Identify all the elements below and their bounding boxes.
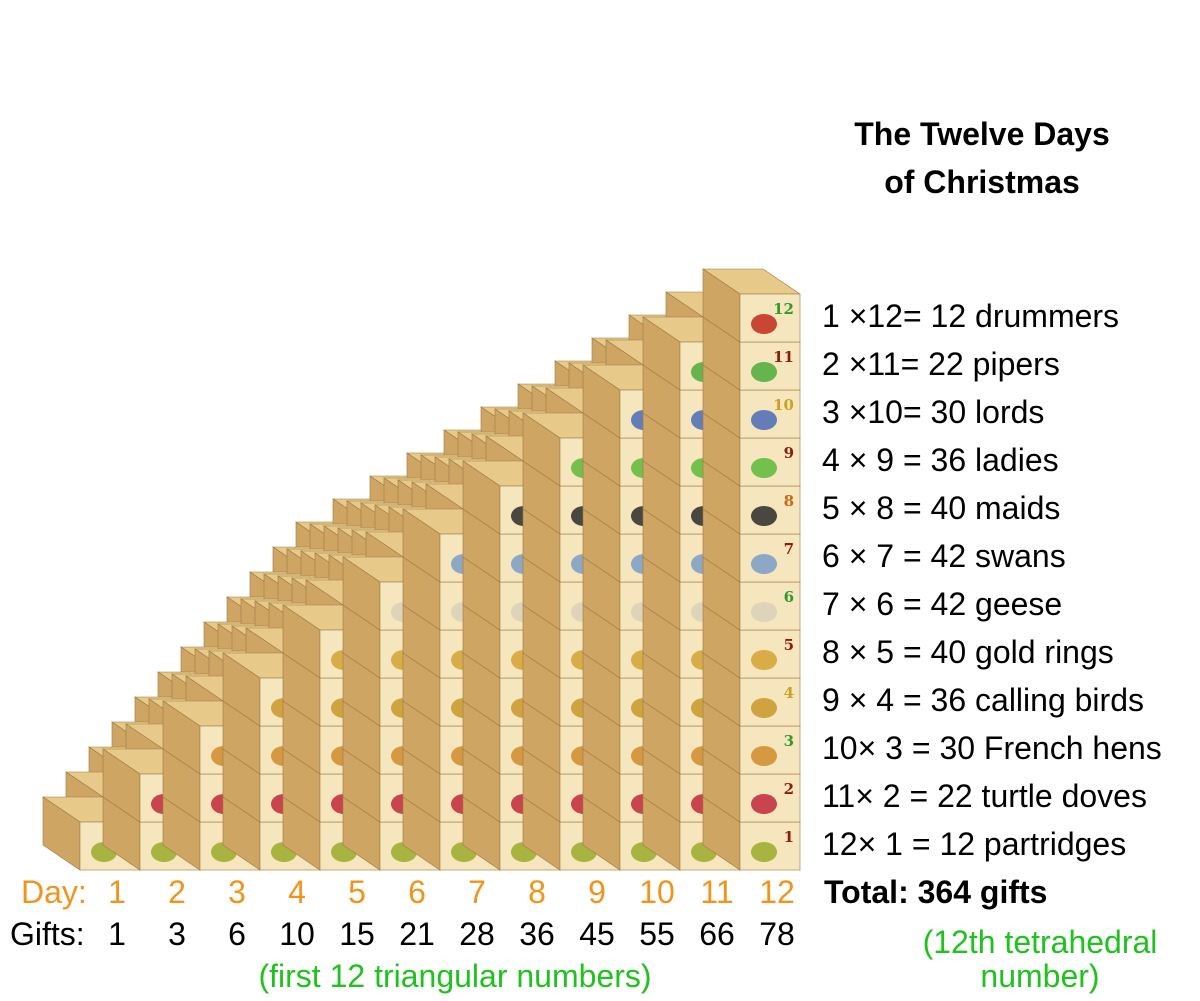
- gift-line-partridges: 12× 1 = 12 partridges: [822, 826, 1127, 862]
- gift-line-calling-birds: 9 × 4 = 36 calling birds: [822, 682, 1144, 718]
- day-cell: 4: [288, 874, 306, 910]
- day-row-label: Day:: [21, 874, 87, 910]
- gift-block: 7: [702, 508, 801, 583]
- gift-number: 5: [784, 636, 794, 654]
- gold-rings-icon: [751, 650, 777, 670]
- gift-number: 4: [784, 684, 794, 702]
- pipers-icon: [751, 362, 777, 382]
- gift-number: 12: [773, 300, 794, 318]
- gifts-cell: 55: [639, 916, 675, 952]
- gift-number: 8: [784, 492, 794, 510]
- geese-icon: [751, 602, 777, 622]
- title-line-2: of Christmas: [884, 164, 1080, 200]
- gift-line-turtle-doves: 11× 2 = 22 turtle doves: [822, 778, 1147, 814]
- gifts-cell: 36: [519, 916, 555, 952]
- gift-number: 11: [773, 348, 794, 366]
- gift-line-gold-rings: 8 × 5 = 40 gold rings: [822, 634, 1114, 670]
- gifts-cell: 45: [579, 916, 615, 952]
- gift-line-ladies: 4 × 9 = 36 ladies: [822, 442, 1059, 478]
- day-cell: 7: [468, 874, 486, 910]
- gift-line-swans: 6 × 7 = 42 swans: [822, 538, 1066, 574]
- day-cell: 3: [228, 874, 246, 910]
- turtle-doves-icon: [751, 794, 777, 814]
- tetrahedral-note-line-2: number): [980, 958, 1100, 994]
- gift-block: 12: [702, 268, 801, 343]
- drummers-icon: [751, 314, 777, 334]
- french-hens-icon: [751, 746, 777, 766]
- total-gifts: Total: 364 gifts: [824, 874, 1048, 910]
- partridge-icon: [751, 842, 777, 862]
- ladies-icon: [751, 458, 777, 478]
- gifts-cell: 6: [228, 916, 246, 952]
- gift-line-geese: 7 × 6 = 42 geese: [822, 586, 1063, 622]
- swans-icon: [751, 554, 777, 574]
- maids-icon: [751, 506, 777, 526]
- gift-line-drummers: 1 ×12= 12 drummers: [822, 298, 1120, 334]
- gifts-cell: 1: [108, 916, 126, 952]
- gift-line-lords: 3 ×10= 30 lords: [822, 394, 1045, 430]
- gift-number: 9: [784, 444, 794, 462]
- gift-number: 2: [784, 780, 794, 798]
- gift-number: 6: [784, 588, 794, 606]
- day-cell: 11: [700, 874, 734, 910]
- gift-number: 3: [784, 732, 794, 750]
- gifts-cell: 15: [339, 916, 375, 952]
- calling-birds-icon: [751, 698, 777, 718]
- gifts-cell: 66: [699, 916, 735, 952]
- title-line-1: The Twelve Days: [854, 116, 1110, 152]
- day-cell: 8: [528, 874, 546, 910]
- gift-line-pipers: 2 ×11= 22 pipers: [822, 346, 1060, 382]
- gifts-cell: 28: [459, 916, 495, 952]
- gift-number: 7: [784, 540, 794, 558]
- triangular-numbers-note: (first 12 triangular numbers): [258, 958, 652, 994]
- day-cell: 1: [108, 874, 126, 910]
- day-cell: 5: [348, 874, 366, 910]
- gift-line-french-hens: 10× 3 = 30 French hens: [822, 730, 1162, 766]
- gift-line-maids: 5 × 8 = 40 maids: [822, 490, 1061, 526]
- gifts-row-label: Gifts:: [10, 916, 85, 952]
- day-cell: 12: [759, 874, 795, 910]
- day-cell: 2: [168, 874, 186, 910]
- gift-number: 1: [784, 828, 794, 846]
- gifts-cell: 3: [168, 916, 186, 952]
- tetrahedral-note-line-1: (12th tetrahedral: [922, 924, 1158, 960]
- gifts-cell: 21: [399, 916, 435, 952]
- day-cell: 9: [588, 874, 606, 910]
- gift-number: 10: [773, 396, 794, 414]
- gifts-cell: 78: [759, 916, 795, 952]
- lords-icon: [751, 410, 777, 430]
- day-cell: 10: [639, 874, 675, 910]
- gifts-cell: 10: [279, 916, 315, 952]
- day-cell: 6: [408, 874, 426, 910]
